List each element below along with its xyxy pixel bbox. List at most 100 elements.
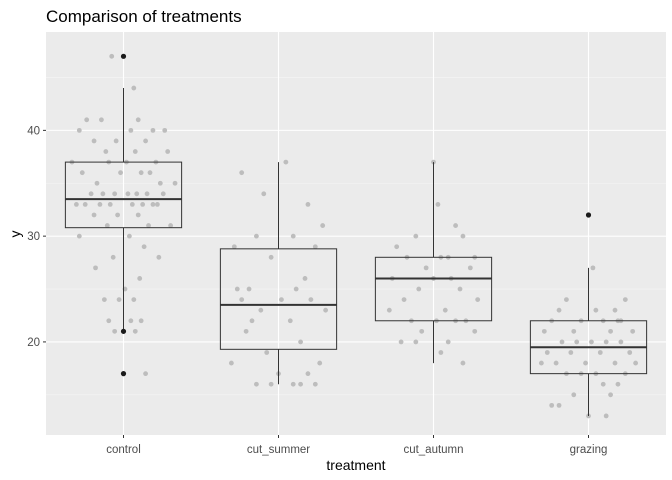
data-point [472,328,478,334]
data-point [593,307,599,313]
data-point [608,328,613,334]
data-point [118,170,123,176]
data-point [544,350,550,355]
data-point [150,202,156,207]
data-point [249,318,255,324]
outlier-point [120,53,127,59]
data-point [131,85,137,91]
data-point [126,233,132,239]
data-point [100,191,106,197]
data-point [162,127,168,133]
outlier-point [120,371,127,377]
data-point [103,149,109,154]
data-point [132,149,138,154]
data-point [553,360,559,366]
data-point [135,212,141,218]
data-point [590,265,596,271]
data-point [556,402,562,408]
data-point [97,202,103,207]
data-point [445,339,451,345]
data-point [137,276,143,281]
data-point [239,297,245,303]
data-point [413,233,419,239]
data-point [457,286,463,292]
data-point [110,254,116,260]
data-point [608,392,613,398]
y-axis-title: y [7,231,23,238]
data-point [308,297,314,303]
data-point [290,381,296,387]
data-point [283,159,289,165]
box-control [64,53,183,377]
outlier-point [585,212,592,218]
data-point [290,233,296,239]
data-point [135,117,141,123]
data-point [76,127,82,133]
data-point [79,170,85,176]
data-point [258,307,264,313]
data-point [138,170,144,176]
box-iqr [64,161,183,229]
data-point [154,202,160,207]
data-point [129,202,135,207]
y-axis: 20 30 40 [27,125,46,349]
outlier-point [120,328,127,334]
data-point [574,339,580,345]
data-point [264,350,270,355]
data-point [160,191,166,197]
data-point [320,223,326,228]
data-point [82,202,88,207]
data-point [125,191,131,197]
box-plots [64,53,648,416]
data-point [556,307,562,313]
data-point [312,381,318,387]
data-point [234,286,240,292]
data-point [261,191,267,197]
data-point [467,265,473,271]
data-point [128,318,134,324]
data-point [128,127,134,133]
data-point [600,381,606,387]
data-point [243,328,249,334]
y-tick-label: 30 [27,231,40,243]
data-point [138,318,144,324]
data-point [416,286,422,292]
box-iqr [374,256,493,322]
data-point [615,381,621,387]
data-point [88,191,94,197]
data-point [141,244,147,250]
box-cut_autumn [374,162,493,364]
data-point [538,360,544,366]
data-point [293,286,299,292]
data-point [298,381,303,387]
data-point [104,223,110,228]
plot-panel [46,32,666,435]
x-tick-label: grazing [570,444,608,456]
data-point [442,307,448,313]
box-grazing [529,212,648,416]
x-axis: control cut_summer cut_autumn grazing [106,435,607,456]
data-point [76,233,82,239]
x-axis-title: treatment [326,457,385,473]
data-point [559,339,565,345]
data-point [633,360,639,366]
data-point [147,170,153,176]
data-point [254,381,259,387]
data-point [568,350,574,355]
data-point [112,191,118,197]
data-point [305,202,311,207]
data-point [323,307,329,313]
data-point [413,339,419,345]
data-point [435,202,441,207]
data-point [73,202,79,207]
data-point [401,297,407,303]
data-point [571,392,577,398]
data-point [106,318,112,324]
data-point [132,328,138,334]
data-point [627,350,633,355]
data-point [254,233,259,239]
data-point [453,223,458,228]
data-point [603,413,609,419]
data-point [143,138,148,144]
chart-title: Comparison of treatments [46,7,242,26]
